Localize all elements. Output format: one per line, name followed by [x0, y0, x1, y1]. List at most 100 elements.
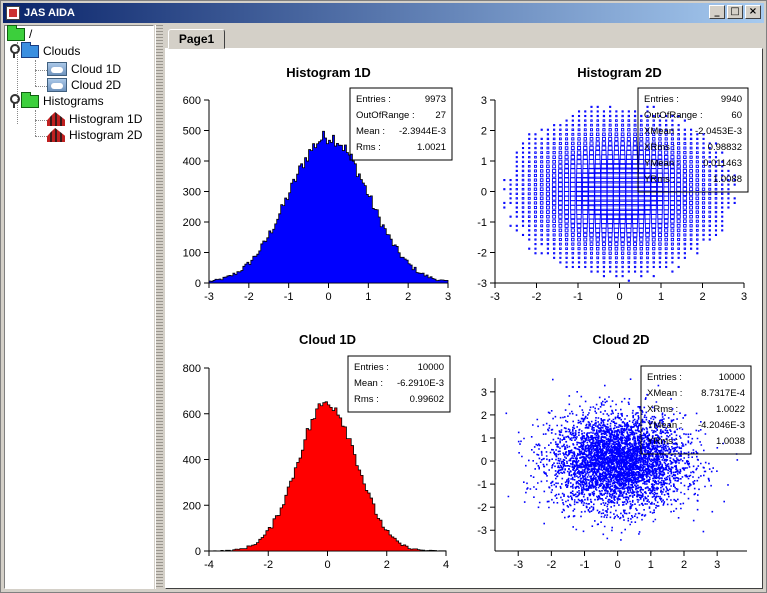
heatmap-cell: [596, 256, 600, 260]
heatmap-cell: [590, 270, 593, 273]
heatmap-cell: [582, 228, 588, 233]
expand-handle-icon[interactable]: [9, 94, 20, 108]
heatmap-cell: [546, 169, 550, 173]
x-tick-label: -3: [204, 291, 214, 303]
stats-label: YRms :: [644, 174, 675, 185]
heatmap-cell: [645, 150, 650, 156]
heatmap-cell: [540, 229, 544, 232]
close-button[interactable]: ×: [745, 5, 761, 19]
heatmap-cell: [571, 251, 575, 255]
heatmap-cell: [528, 247, 531, 250]
heatmap-cell: [640, 270, 643, 273]
heatmap-cell: [521, 220, 525, 223]
heatmap-cell: [576, 218, 582, 224]
heatmap-cell: [695, 164, 699, 168]
tab-page1[interactable]: Page1: [168, 29, 225, 49]
heatmap-cell: [564, 168, 569, 174]
heatmap-cell: [596, 119, 599, 122]
heatmap-cell: [670, 159, 675, 164]
x-tick-label: -2: [546, 559, 556, 571]
x-tick-label: -2: [263, 559, 273, 571]
heatmap-cell: [602, 128, 606, 132]
title-bar[interactable]: JAS AIDA _ □ ×: [3, 3, 764, 23]
heatmap-cell: [596, 270, 599, 273]
heatmap-cell: [627, 270, 630, 273]
heatmap-cell: [565, 247, 568, 251]
heatmap-cell: [565, 265, 568, 269]
heatmap-cell: [540, 142, 543, 145]
tree-item-clouds[interactable]: Clouds: [9, 41, 80, 59]
heatmap-cell: [620, 232, 626, 238]
tree-item-histogram-1d[interactable]: Histogram 1D: [47, 111, 142, 127]
heatmap-cell: [670, 228, 675, 233]
heatmap-cell: [571, 123, 574, 127]
heatmap-cell: [615, 114, 618, 118]
heatmap-cell: [609, 114, 612, 118]
y-tick-label: 0: [195, 278, 201, 290]
heatmap-cell: [577, 110, 581, 113]
heatmap-cell: [620, 132, 625, 137]
y-tick-label: 300: [183, 187, 201, 199]
heatmap-cell: [515, 165, 518, 168]
heatmap-cell: [521, 178, 525, 182]
maximize-button[interactable]: □: [727, 5, 743, 19]
histogram-bars: [209, 401, 447, 552]
heatmap-cell: [633, 119, 637, 122]
heatmap-cell: [677, 146, 681, 150]
splitter-handle[interactable]: [155, 25, 163, 589]
heatmap-cell: [633, 123, 637, 127]
heatmap-cell: [621, 265, 624, 269]
heatmap-cell: [545, 191, 550, 196]
heatmap-cell: [552, 168, 557, 173]
heatmap-cell: [658, 256, 662, 260]
heatmap-cell: [583, 232, 588, 238]
heatmap-cell: [683, 146, 687, 150]
tree-item-histogram-2d[interactable]: Histogram 2D: [47, 127, 142, 143]
heatmap-cell: [553, 256, 556, 259]
heatmap-cell: [521, 174, 525, 177]
heatmap-cell: [613, 232, 619, 238]
tree-item-histograms[interactable]: Histograms: [9, 91, 104, 109]
heatmap-cell: [676, 195, 682, 201]
y-tick-label: 3: [481, 387, 487, 399]
heatmap-cell: [601, 223, 607, 229]
heatmap-cell: [683, 219, 687, 224]
heatmap-cell: [708, 210, 712, 214]
heatmap-cell: [627, 128, 631, 132]
heatmap-cell: [584, 119, 587, 122]
heatmap-cell: [601, 141, 607, 146]
tree-item-cloud-1d[interactable]: Cloud 1D: [47, 61, 121, 77]
expand-handle-icon[interactable]: [9, 44, 20, 58]
heatmap-cell: [582, 181, 589, 188]
heatmap-cell: [663, 159, 669, 165]
minimize-button[interactable]: _: [709, 5, 725, 19]
heatmap-cell: [521, 210, 525, 214]
heatmap-cell: [632, 154, 638, 160]
heatmap-cell: [534, 215, 537, 219]
heatmap-cell: [721, 183, 724, 186]
cloud-icon: [47, 62, 67, 76]
heatmap-cell: [621, 261, 624, 264]
heatmap-cell: [534, 142, 537, 145]
tree-item-root[interactable]: /: [7, 24, 32, 42]
heatmap-cell: [539, 187, 544, 192]
heatmap-cell: [515, 192, 518, 195]
heatmap-cell: [569, 186, 576, 193]
heatmap-cell: [657, 228, 663, 233]
heatmap-cell: [515, 211, 518, 214]
heatmap-cell: [558, 177, 563, 183]
heatmap-cell: [577, 119, 581, 122]
heatmap-cell: [639, 232, 644, 238]
heatmap-cell: [671, 124, 674, 127]
heatmap-cell: [695, 205, 700, 210]
heatmap-cell: [545, 187, 550, 192]
heatmap-cell: [571, 247, 575, 251]
stats-value: 10000: [418, 362, 444, 373]
tree-item-cloud-2d[interactable]: Cloud 2D: [47, 77, 121, 93]
heatmap-cell: [546, 146, 550, 150]
heatmap-cell: [515, 156, 518, 159]
heatmap-cell: [527, 196, 531, 200]
heatmap-cell: [576, 223, 582, 229]
heatmap-cell: [658, 265, 662, 269]
heatmap-cell: [588, 154, 595, 160]
